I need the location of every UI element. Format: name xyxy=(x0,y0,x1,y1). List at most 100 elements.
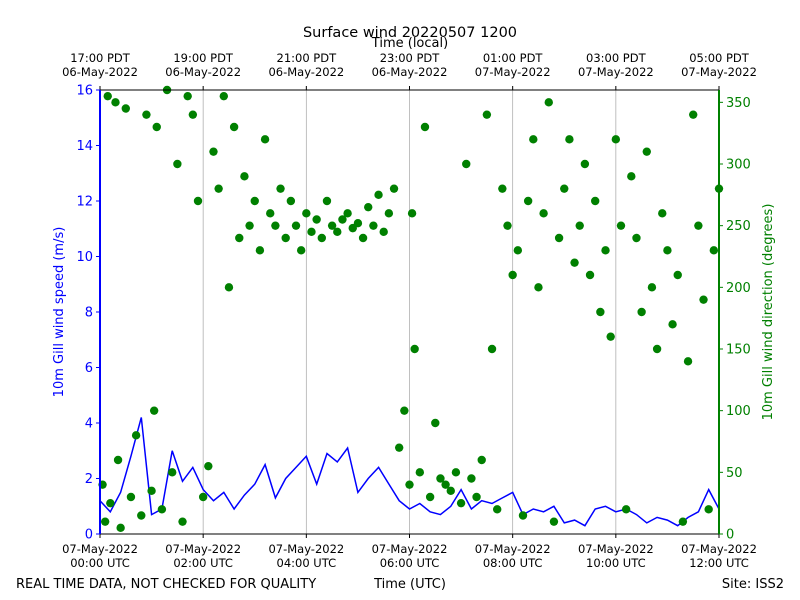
direction-point xyxy=(137,511,146,520)
direction-point xyxy=(209,147,218,156)
direction-point xyxy=(627,172,636,181)
top-tick-label: 17:00 PDT 06-May-2022 xyxy=(62,51,138,79)
x-tick-label: 07-May-2022 00:00 UTC xyxy=(62,542,138,570)
direction-point xyxy=(379,227,388,237)
top-tick-label: 01:00 PDT 07-May-2022 xyxy=(475,51,551,79)
direction-point xyxy=(389,184,399,193)
direction-point xyxy=(492,505,502,514)
direction-point xyxy=(642,147,651,156)
direction-point xyxy=(245,221,254,230)
direction-point xyxy=(271,221,280,230)
x-tick-label: 07-May-2022 08:00 UTC xyxy=(475,542,551,570)
direction-point xyxy=(523,196,533,206)
direction-point xyxy=(116,523,125,533)
direction-point xyxy=(307,227,316,237)
direction-point xyxy=(400,406,409,415)
direction-point xyxy=(709,246,719,255)
site-label: Site: ISS2 xyxy=(722,577,784,592)
direction-point xyxy=(250,196,259,206)
direction-point xyxy=(554,233,564,243)
direction-point xyxy=(338,215,347,224)
direction-point xyxy=(384,209,394,218)
direction-point xyxy=(462,159,471,169)
x-tick-label: 07-May-2022 02:00 UTC xyxy=(165,542,241,570)
direction-point xyxy=(126,492,136,502)
direction-point xyxy=(353,219,363,228)
direction-point xyxy=(183,91,192,101)
direction-point xyxy=(276,184,285,193)
y2-tick-label: 200 xyxy=(726,281,751,296)
direction-point xyxy=(456,498,466,508)
direction-point xyxy=(477,455,486,465)
direction-point xyxy=(188,110,198,119)
top-axis-label: Time (local) xyxy=(371,36,448,51)
x-tick-label: 07-May-2022 06:00 UTC xyxy=(372,542,448,570)
direction-point xyxy=(611,135,621,144)
direction-point xyxy=(113,455,123,465)
direction-point xyxy=(374,190,383,200)
direction-point xyxy=(121,104,130,113)
direction-point xyxy=(291,221,301,230)
direction-point xyxy=(591,196,600,206)
y-axis-label: 10m Gill wind speed (m/s) xyxy=(52,227,67,398)
direction-point xyxy=(358,233,368,243)
direction-point xyxy=(100,517,110,526)
direction-point xyxy=(394,443,404,452)
direction-point xyxy=(601,246,610,255)
top-tick-label: 05:00 PDT 07-May-2022 xyxy=(681,51,757,79)
y-tick-label: 2 xyxy=(85,472,93,487)
chart-title: Surface wind 20220507 1200 xyxy=(303,25,517,41)
x-axis-label: Time (UTC) xyxy=(373,577,446,592)
direction-point xyxy=(699,295,708,304)
top-tick-label: 21:00 PDT 06-May-2022 xyxy=(268,51,344,79)
direction-point xyxy=(229,122,239,132)
y-tick-label: 6 xyxy=(85,361,93,376)
direction-point xyxy=(235,233,244,243)
y-tick-label: 4 xyxy=(85,417,93,432)
direction-point xyxy=(168,468,177,477)
y2-tick-label: 100 xyxy=(726,404,751,419)
top-tick-label: 03:00 PDT 07-May-2022 xyxy=(578,51,654,79)
direction-point xyxy=(560,184,569,193)
direction-point xyxy=(647,283,657,292)
direction-point xyxy=(255,246,265,255)
direction-point xyxy=(322,196,332,206)
direction-point xyxy=(425,492,435,502)
direction-point xyxy=(663,246,672,255)
direction-point xyxy=(407,209,417,218)
direction-point xyxy=(498,184,507,193)
x-tick-label: 07-May-2022 10:00 UTC xyxy=(578,542,654,570)
direction-point xyxy=(410,344,419,354)
y2-tick-label: 50 xyxy=(726,466,743,481)
direction-point xyxy=(621,505,631,514)
direction-point xyxy=(369,221,378,230)
direction-point xyxy=(157,505,167,514)
direction-point xyxy=(149,406,159,415)
direction-point xyxy=(333,227,342,237)
y-tick-label: 0 xyxy=(85,528,93,543)
direction-point xyxy=(106,498,115,508)
direction-point xyxy=(652,344,662,354)
y-tick-label: 16 xyxy=(76,84,93,99)
direction-point xyxy=(420,122,430,132)
x-tick-label: 07-May-2022 04:00 UTC xyxy=(268,542,344,570)
direction-point xyxy=(704,505,713,514)
y2-axis-label: 10m Gill wind direction (degrees) xyxy=(761,204,776,421)
direction-point xyxy=(570,258,579,267)
direction-point xyxy=(565,135,574,144)
top-tick-label: 23:00 PDT 06-May-2022 xyxy=(372,51,448,79)
direction-point xyxy=(503,221,512,230)
direction-point xyxy=(632,233,641,243)
direction-point xyxy=(575,221,584,230)
direction-point xyxy=(436,474,445,483)
direction-point xyxy=(281,233,290,243)
direction-point xyxy=(668,320,677,329)
direction-point xyxy=(111,98,120,107)
direction-point xyxy=(451,468,461,477)
direction-point xyxy=(178,517,187,526)
direction-point xyxy=(482,110,492,119)
direction-point xyxy=(529,135,538,144)
y-tick-label: 10 xyxy=(76,250,93,265)
direction-point xyxy=(343,209,352,218)
